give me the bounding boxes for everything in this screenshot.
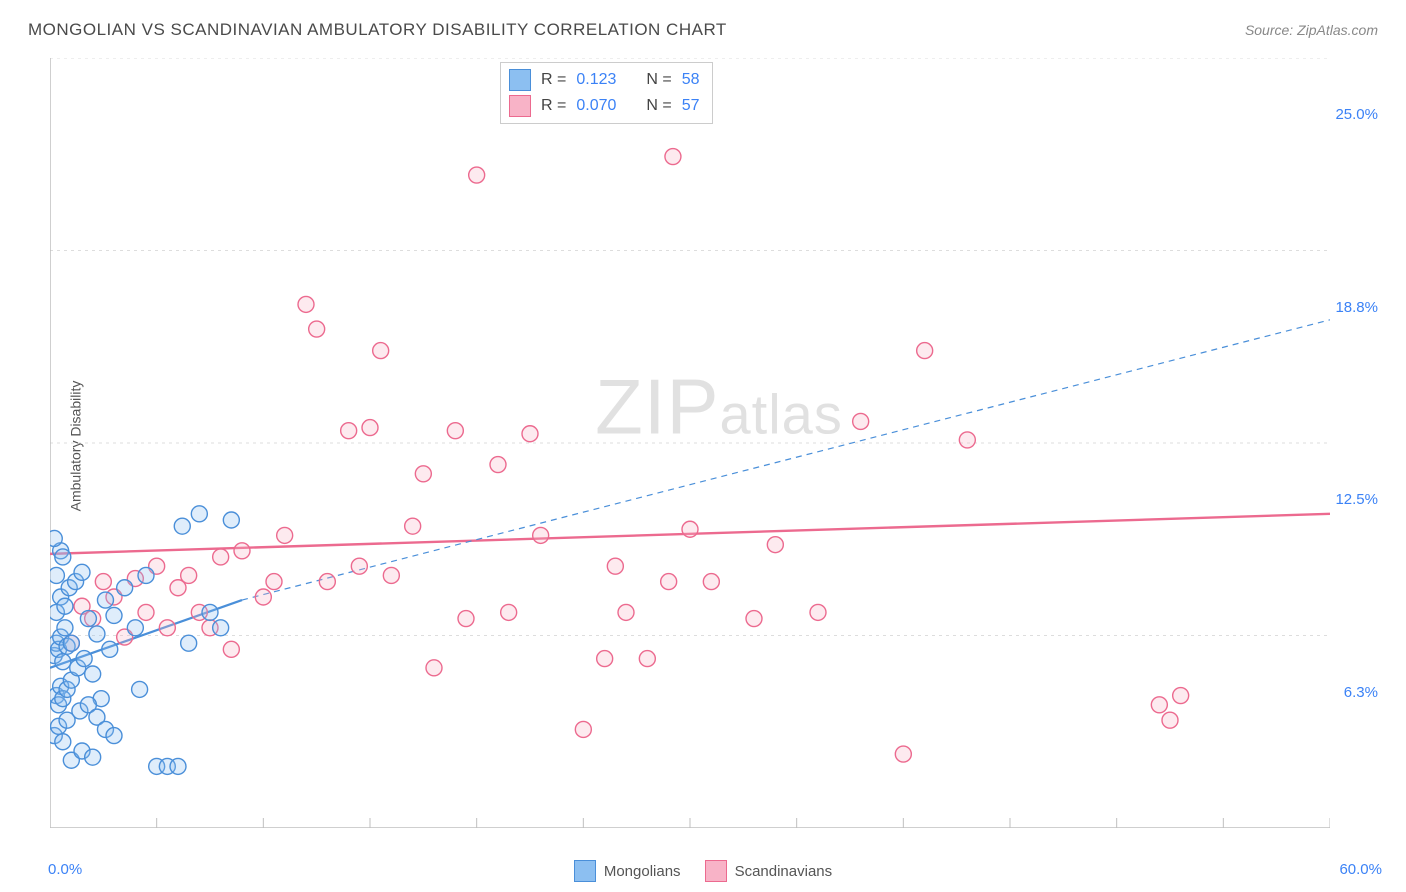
correlation-row: R = 0.070 N = 57: [509, 93, 700, 119]
scatter-plot: [50, 58, 1330, 828]
r-label: R =: [541, 71, 566, 89]
chart-title: MONGOLIAN VS SCANDINAVIAN AMBULATORY DIS…: [28, 20, 727, 40]
n-label: N =: [646, 97, 671, 115]
r-label: R =: [541, 97, 566, 115]
n-value: 58: [682, 71, 700, 89]
r-value: 0.070: [576, 97, 616, 115]
y-tick-label: 25.0%: [1335, 106, 1378, 123]
series-swatch: [509, 95, 531, 117]
legend-item: Scandinavians: [705, 860, 833, 882]
y-tick-label: 18.8%: [1335, 299, 1378, 316]
n-label: N =: [646, 71, 671, 89]
legend-item: Mongolians: [574, 860, 681, 882]
y-tick-label: 12.5%: [1335, 491, 1378, 508]
y-tick-label: 6.3%: [1344, 684, 1378, 701]
legend-swatch: [705, 860, 727, 882]
series-swatch: [509, 69, 531, 91]
legend-label: Scandinavians: [735, 863, 833, 880]
r-value: 0.123: [576, 71, 616, 89]
correlation-legend: R = 0.123 N = 58 R = 0.070 N = 57: [500, 62, 713, 124]
correlation-row: R = 0.123 N = 58: [509, 67, 700, 93]
legend-label: Mongolians: [604, 863, 681, 880]
series-legend: Mongolians Scandinavians: [0, 860, 1406, 882]
source-attribution: Source: ZipAtlas.com: [1245, 22, 1378, 38]
n-value: 57: [682, 97, 700, 115]
legend-swatch: [574, 860, 596, 882]
